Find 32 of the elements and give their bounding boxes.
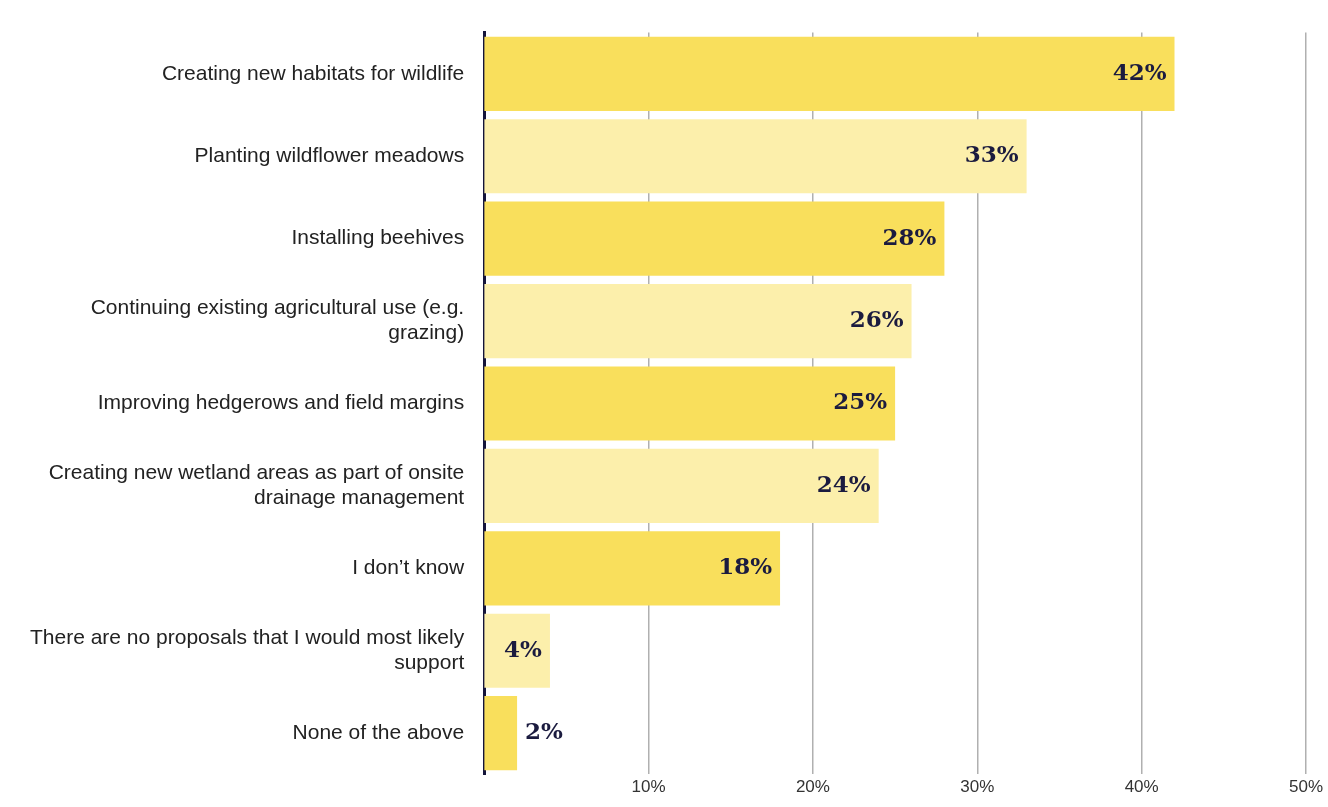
- bar: [484, 366, 896, 441]
- y-tick-label: Improving hedgerows and field margins: [97, 390, 465, 414]
- bar: [484, 119, 1027, 194]
- y-tick-label: Creating new habitats for wildlife: [161, 60, 465, 84]
- bar: [484, 613, 550, 688]
- data-label: 33%: [964, 140, 1019, 168]
- data-label: 42%: [1112, 57, 1167, 85]
- x-tick-label: 50%: [1288, 777, 1324, 797]
- bar: [484, 696, 518, 771]
- data-label: 26%: [849, 305, 904, 333]
- y-tick-label: Continuing existing agricultural use (e.g. grazing): [90, 295, 465, 344]
- data-label: 4%: [504, 634, 543, 662]
- x-tick-label: 30%: [960, 777, 995, 797]
- x-tick-label: 40%: [1124, 777, 1159, 797]
- bar: [484, 531, 781, 606]
- y-tick-label: There are no proposals that I would most likely support: [29, 624, 465, 674]
- data-label: 18%: [718, 552, 773, 580]
- bar: [484, 283, 912, 359]
- data-label: 25%: [833, 387, 888, 415]
- y-tick-label: Installing beehives: [291, 225, 465, 249]
- bar: [484, 201, 945, 276]
- data-label: 24%: [816, 469, 871, 497]
- y-tick-label: I don’t know: [352, 555, 466, 579]
- x-tick-label: 20%: [795, 777, 830, 797]
- y-tick-label: Planting wildflower meadows: [194, 143, 465, 167]
- bar: [484, 448, 879, 524]
- data-label: 2%: [525, 717, 564, 745]
- y-tick-label: Creating new wetland areas as part of onsite drainage management: [48, 460, 465, 509]
- x-tick-label: 10%: [631, 777, 666, 797]
- data-label: 28%: [882, 222, 937, 250]
- y-tick-label: None of the above: [292, 719, 465, 743]
- bar: [484, 36, 1175, 111]
